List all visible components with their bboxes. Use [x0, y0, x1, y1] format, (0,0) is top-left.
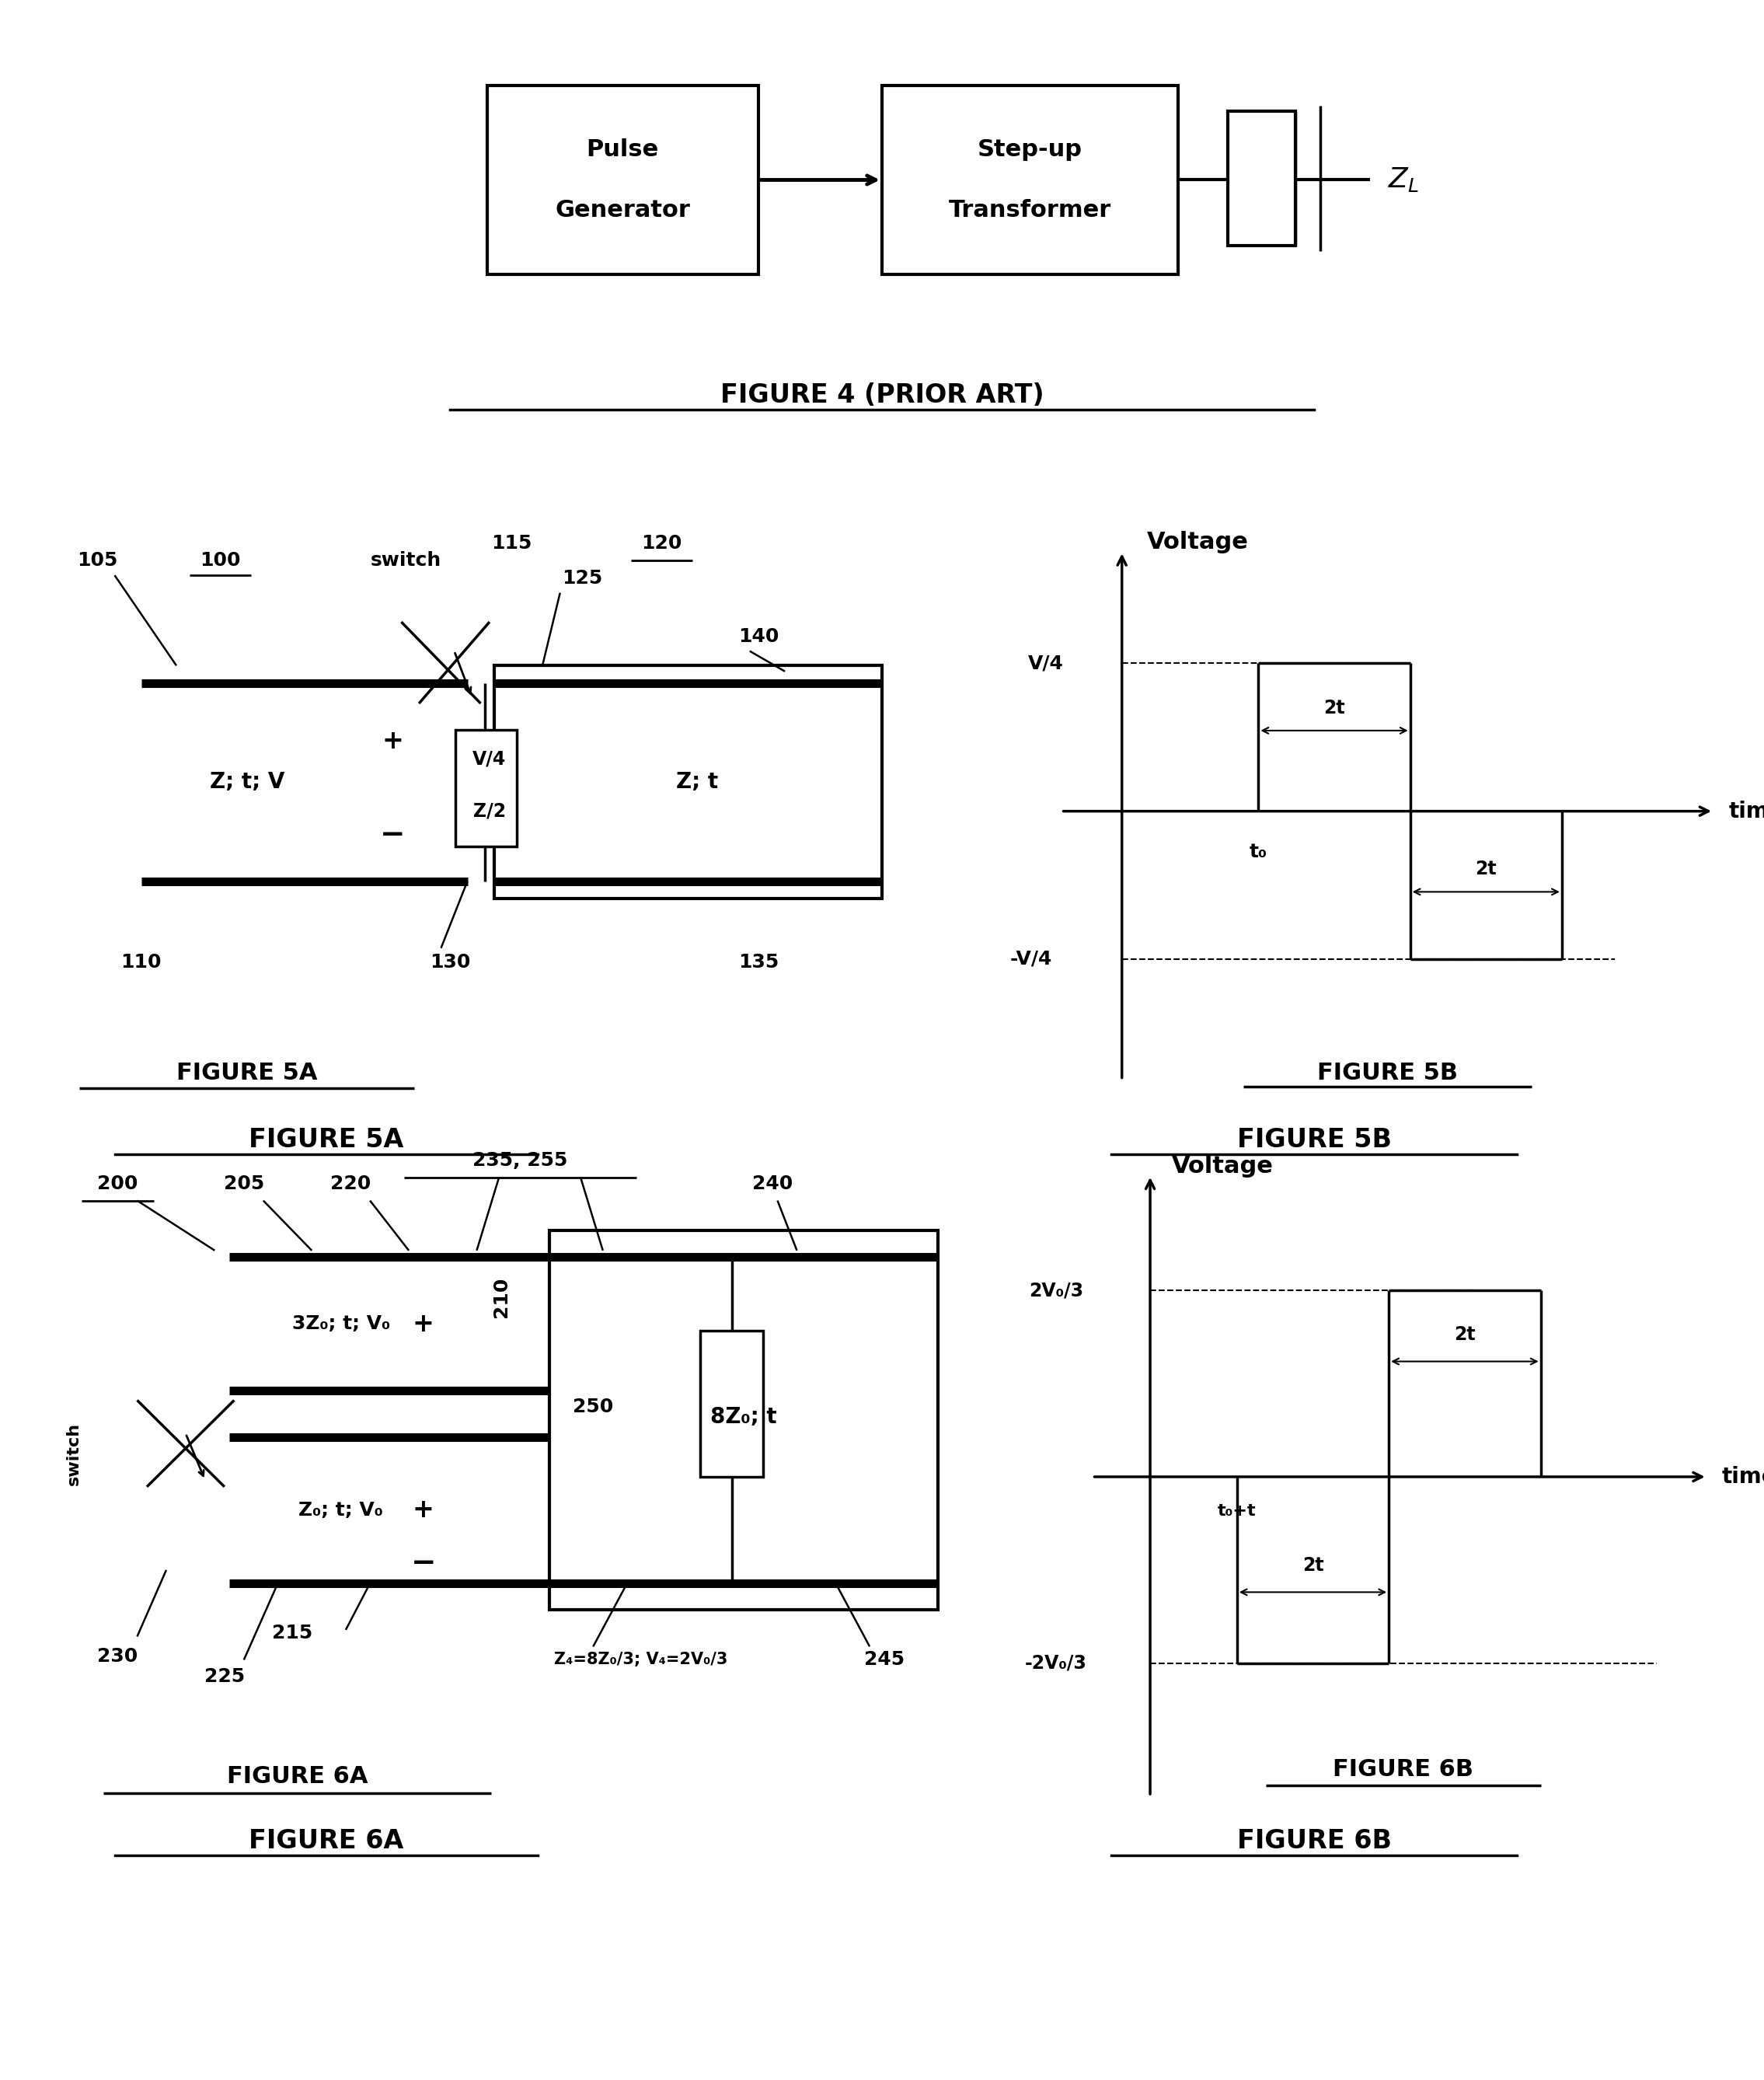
- Text: 135: 135: [737, 953, 780, 971]
- Text: 205: 205: [224, 1175, 265, 1194]
- Text: Transformer: Transformer: [949, 200, 1111, 223]
- Text: time: time: [1722, 1466, 1764, 1487]
- Text: FIGURE 6B: FIGURE 6B: [1237, 1828, 1392, 1853]
- Bar: [550, 1231, 938, 1610]
- Text: time: time: [1729, 801, 1764, 822]
- Text: FIGURE 5A: FIGURE 5A: [249, 1127, 404, 1152]
- Text: 120: 120: [640, 535, 683, 553]
- Text: $Z_L$: $Z_L$: [1388, 166, 1420, 193]
- Text: +: +: [381, 728, 404, 755]
- Text: 110: 110: [120, 953, 162, 971]
- Text: 245: 245: [864, 1652, 905, 1668]
- Text: 2V₀/3: 2V₀/3: [1028, 1281, 1083, 1300]
- Text: -2V₀/3: -2V₀/3: [1025, 1654, 1087, 1672]
- Text: Step-up: Step-up: [977, 137, 1083, 160]
- Text: 215: 215: [272, 1624, 312, 1643]
- Text: V/4: V/4: [473, 749, 506, 768]
- Text: Z₄=8Z₀/3; V₄=2V₀/3: Z₄=8Z₀/3; V₄=2V₀/3: [554, 1652, 729, 1668]
- Text: t₀: t₀: [1249, 842, 1267, 861]
- Text: switch: switch: [67, 1423, 81, 1485]
- Text: FIGURE 4 (PRIOR ART): FIGURE 4 (PRIOR ART): [720, 383, 1044, 408]
- Text: 220: 220: [330, 1175, 370, 1194]
- Bar: [487, 85, 759, 275]
- Text: 130: 130: [429, 953, 471, 971]
- Text: −: −: [411, 1548, 436, 1579]
- Text: +: +: [413, 1498, 434, 1523]
- Bar: [700, 1331, 762, 1477]
- Text: 240: 240: [751, 1175, 794, 1194]
- Text: V/4: V/4: [1028, 653, 1064, 672]
- Text: 225: 225: [205, 1668, 245, 1685]
- Text: 100: 100: [199, 551, 242, 570]
- Text: 8Z₀; t: 8Z₀; t: [711, 1406, 776, 1427]
- Text: FIGURE 5B: FIGURE 5B: [1237, 1127, 1392, 1152]
- Text: 230: 230: [97, 1647, 138, 1666]
- Text: t₀+t: t₀+t: [1217, 1504, 1256, 1518]
- Text: 250: 250: [573, 1398, 614, 1416]
- Bar: [455, 730, 517, 847]
- Text: +: +: [413, 1310, 434, 1337]
- Text: 2t: 2t: [1454, 1325, 1475, 1344]
- Text: 2t: 2t: [1475, 859, 1496, 878]
- Text: Generator: Generator: [556, 200, 690, 223]
- Text: FIGURE 5A: FIGURE 5A: [176, 1063, 318, 1084]
- Bar: [494, 666, 882, 899]
- Text: FIGURE 5B: FIGURE 5B: [1318, 1063, 1457, 1084]
- Text: switch: switch: [370, 551, 441, 570]
- Bar: [1228, 112, 1295, 245]
- Text: Z; t; V: Z; t; V: [210, 772, 284, 792]
- Text: −: −: [379, 820, 406, 849]
- Text: Z/2: Z/2: [473, 803, 506, 820]
- Text: Voltage: Voltage: [1171, 1154, 1274, 1177]
- Text: 3Z₀; t; V₀: 3Z₀; t; V₀: [291, 1315, 390, 1333]
- Text: 2t: 2t: [1302, 1556, 1323, 1575]
- Text: -V/4: -V/4: [1009, 951, 1051, 969]
- Text: FIGURE 6A: FIGURE 6A: [249, 1828, 404, 1853]
- Text: FIGURE 6A: FIGURE 6A: [228, 1766, 367, 1787]
- Text: Pulse: Pulse: [586, 137, 660, 160]
- Text: 125: 125: [561, 570, 603, 587]
- Text: 105: 105: [76, 551, 118, 570]
- Text: Z₀; t; V₀: Z₀; t; V₀: [298, 1502, 383, 1518]
- Text: Voltage: Voltage: [1147, 530, 1249, 553]
- Text: FIGURE 6B: FIGURE 6B: [1334, 1758, 1473, 1780]
- Text: Z; t: Z; t: [676, 772, 718, 792]
- Text: 235, 255: 235, 255: [473, 1152, 568, 1169]
- Text: 140: 140: [737, 628, 780, 645]
- Text: 115: 115: [490, 535, 533, 553]
- Text: 2t: 2t: [1323, 699, 1344, 718]
- Bar: [882, 85, 1178, 275]
- Text: 200: 200: [97, 1175, 138, 1194]
- Text: 210: 210: [492, 1277, 510, 1317]
